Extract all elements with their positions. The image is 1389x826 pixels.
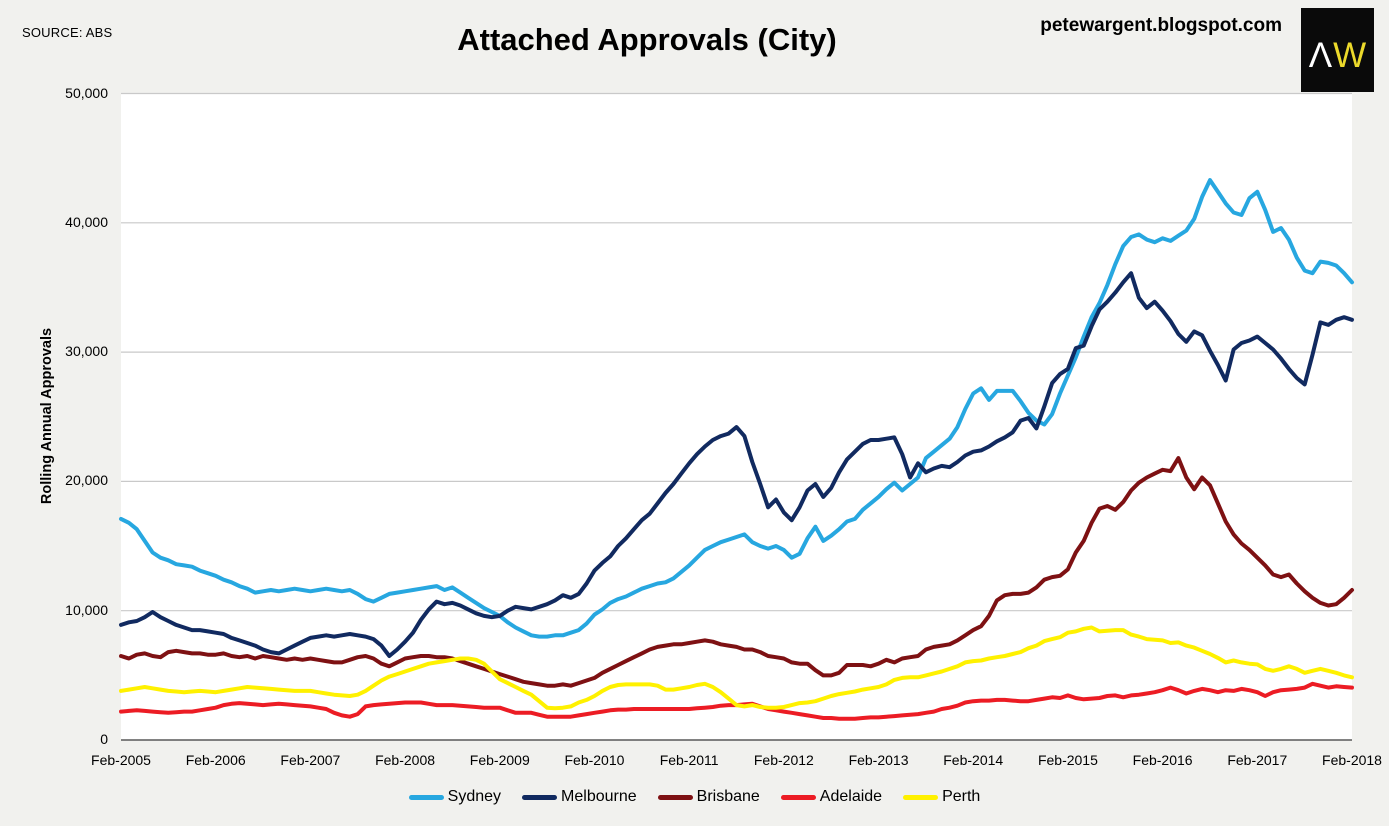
x-tick-label: Feb-2015 <box>1037 752 1098 768</box>
legend-label: Melbourne <box>561 788 637 805</box>
y-tick-label: 0 <box>100 731 108 747</box>
y-tick-label: 50,000 <box>65 84 108 101</box>
legend-label: Sydney <box>447 788 502 805</box>
legend-label: Adelaide <box>819 788 883 805</box>
x-tick-label: Feb-2006 <box>185 752 246 768</box>
x-tick-label: Feb-2012 <box>753 752 814 768</box>
chart-title: Attached Approvals (City) <box>457 22 837 57</box>
legend-swatch-adelaide <box>780 794 816 800</box>
blog-url: petewargent.blogspot.com <box>1040 15 1282 36</box>
series-line-brisbane <box>119 456 1354 688</box>
x-tick-label: Feb-2017 <box>1227 752 1288 768</box>
series-line-sydney <box>119 178 1354 639</box>
chart-legend: Sydney Melbourne Brisbane Adelaide Perth <box>0 788 1389 806</box>
legend-item-brisbane: Brisbane <box>657 788 760 806</box>
logo-letter-w: W <box>1333 35 1367 75</box>
x-tick-label: Feb-2008 <box>375 752 436 768</box>
aw-logo: Λ W <box>1301 8 1374 92</box>
x-tick-label: Feb-2014 <box>943 752 1004 768</box>
legend-swatch-perth <box>903 794 939 800</box>
x-tick-label: Feb-2016 <box>1132 752 1193 768</box>
series-line-melbourne <box>119 271 1354 658</box>
legend-item-perth: Perth <box>903 788 980 806</box>
x-tick-label: Feb-2005 <box>91 752 151 768</box>
y-tick-label: 10,000 <box>65 601 108 618</box>
legend-label: Perth <box>942 788 981 805</box>
x-tick-label: Feb-2011 <box>659 752 719 768</box>
source-label: SOURCE: ABS <box>22 25 113 40</box>
x-tick-label: Feb-2007 <box>280 752 341 768</box>
y-tick-label: 30,000 <box>65 343 108 360</box>
series-line-perth <box>119 625 1354 711</box>
legend-label: Brisbane <box>696 788 760 805</box>
x-tick-label: Feb-2013 <box>848 752 909 768</box>
x-tick-label: Feb-2018 <box>1322 752 1382 768</box>
x-tick-label: Feb-2009 <box>469 752 530 768</box>
legend-item-sydney: Sydney <box>408 788 502 806</box>
legend-item-melbourne: Melbourne <box>522 788 637 806</box>
logo-letter-lambda: Λ <box>1308 35 1333 75</box>
y-tick-label: 20,000 <box>65 472 108 489</box>
legend-item-adelaide: Adelaide <box>780 788 883 806</box>
x-tick-label: Feb-2010 <box>564 752 625 768</box>
plot-area <box>121 93 1352 740</box>
legend-swatch-brisbane <box>657 794 693 800</box>
y-tick-label: 40,000 <box>65 213 108 230</box>
legend-swatch-melbourne <box>522 794 558 800</box>
legend-swatch-sydney <box>408 794 444 800</box>
